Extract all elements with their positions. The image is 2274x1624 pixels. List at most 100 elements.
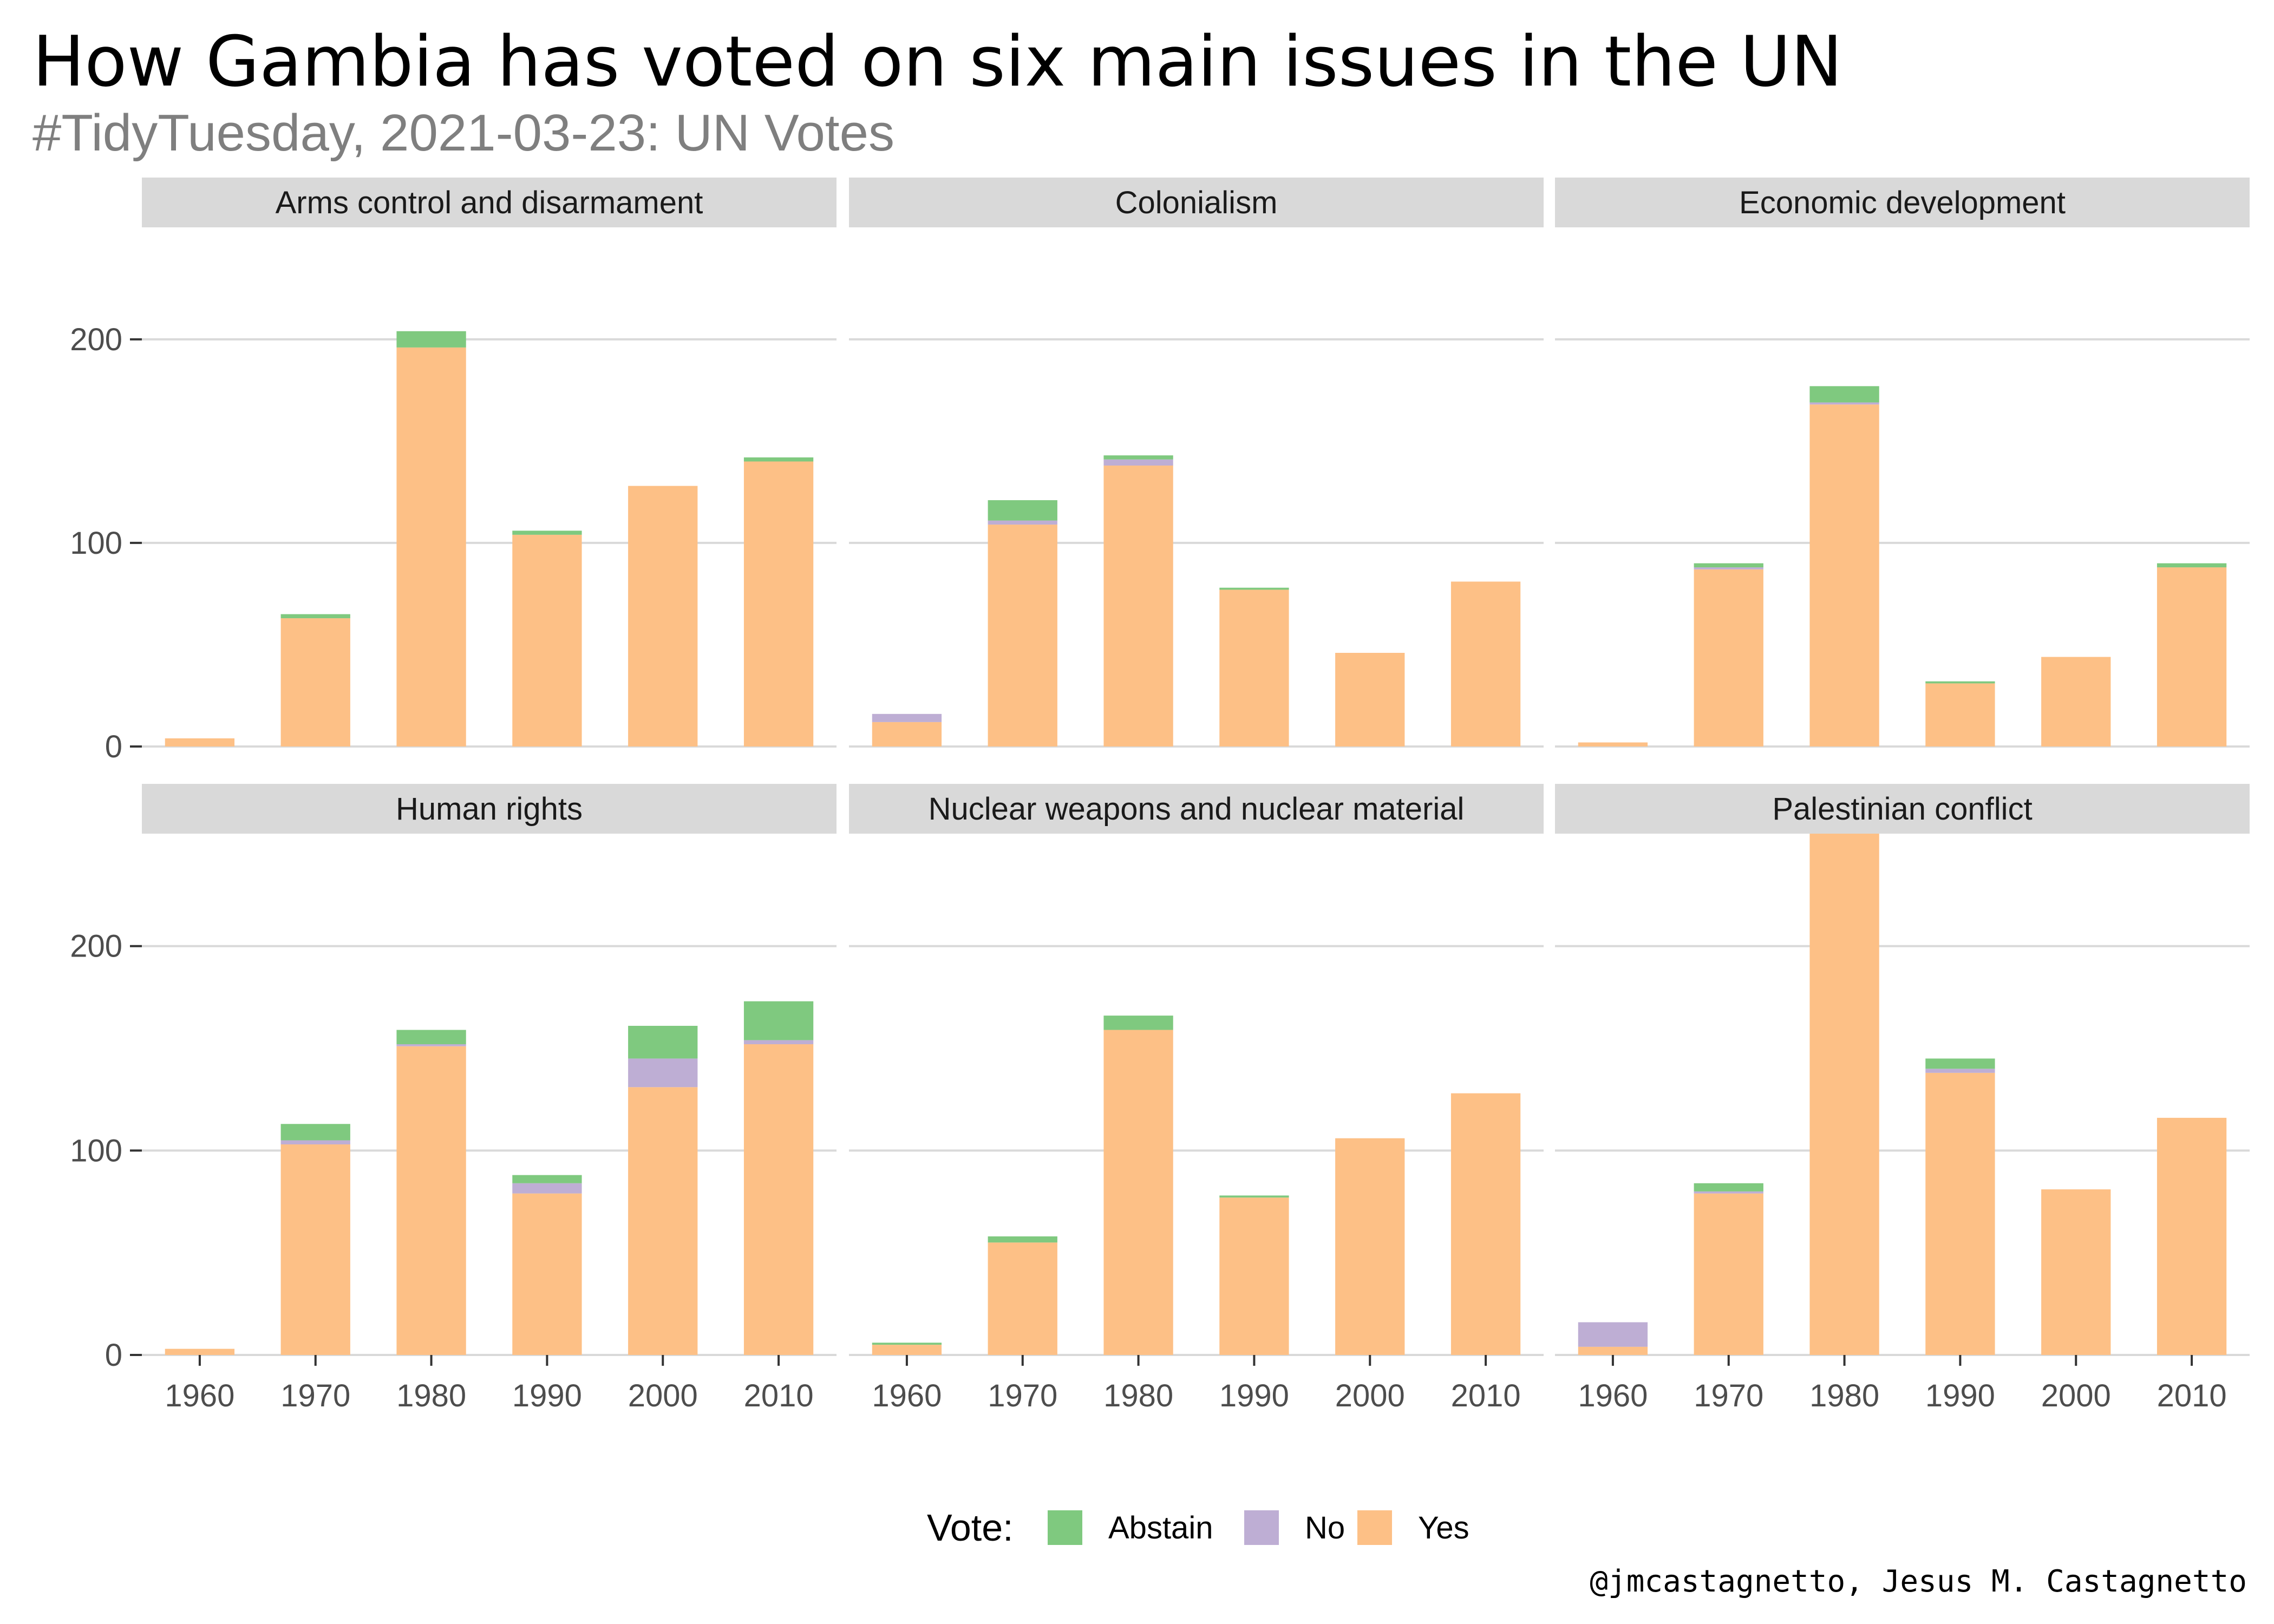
bar-abstain-1990 bbox=[512, 531, 582, 535]
x-tick-label: 1970 bbox=[280, 1378, 350, 1413]
x-tick-label: 2010 bbox=[2157, 1378, 2227, 1413]
bar-abstain-1990 bbox=[1925, 681, 1995, 684]
x-tick-label: 2000 bbox=[2041, 1378, 2111, 1413]
bar-yes-2000 bbox=[2041, 657, 2111, 746]
bar-yes-1960 bbox=[872, 1345, 942, 1355]
bar-yes-1980 bbox=[1809, 404, 1879, 746]
panel-palestinian-conflict: Palestinian conflict 1960 1970 1980 1990 2000… bbox=[1555, 784, 2250, 1413]
y-tick-label: 0 bbox=[105, 1338, 122, 1373]
x-tick-label: 2010 bbox=[744, 1378, 814, 1413]
bar-yes-2010 bbox=[2157, 567, 2227, 746]
x-tick-label: 1980 bbox=[1809, 1378, 1879, 1413]
bar-yes-1980 bbox=[1103, 1030, 1173, 1355]
facet-panels: Arms control and disarmament 0 100 200 Colon… bbox=[70, 178, 2250, 1413]
bar-yes-2000 bbox=[1335, 653, 1405, 746]
x-tick-label: 1970 bbox=[1694, 1378, 1763, 1413]
bar-yes-1960 bbox=[165, 1348, 235, 1355]
bar-yes-1980 bbox=[1103, 466, 1173, 746]
x-tick-label: 1960 bbox=[872, 1378, 942, 1413]
bar-no-2000 bbox=[628, 1058, 698, 1088]
facet-strip bbox=[1555, 784, 2250, 834]
x-tick-label: 1990 bbox=[1219, 1378, 1289, 1413]
bar-yes-1990 bbox=[1925, 1072, 1995, 1355]
bar-abstain-1980 bbox=[396, 331, 466, 348]
bar-yes-2000 bbox=[1335, 1138, 1405, 1355]
facet-strip bbox=[849, 784, 1544, 834]
bar-no-1980 bbox=[396, 1044, 466, 1046]
bar-yes-1970 bbox=[988, 1242, 1057, 1355]
legend-label: Abstain bbox=[1108, 1510, 1213, 1546]
bar-yes-1990 bbox=[1219, 1197, 1289, 1355]
bar-abstain-1970 bbox=[1694, 1183, 1763, 1191]
legend-key bbox=[1357, 1510, 1392, 1545]
bar-abstain-2010 bbox=[743, 1001, 814, 1040]
chart-subtitle: #TidyTuesday, 2021-03-23: UN Votes bbox=[32, 104, 894, 162]
bar-yes-1970 bbox=[988, 525, 1057, 746]
bar-yes-2010 bbox=[1450, 581, 1521, 746]
bar-no-1970 bbox=[1694, 567, 1763, 569]
bar-abstain-1970 bbox=[1694, 563, 1763, 568]
facet-strip-label: Human rights bbox=[396, 791, 583, 827]
bar-yes-1970 bbox=[280, 618, 350, 746]
bar-yes-1980 bbox=[396, 347, 466, 746]
x-tick-label: 2010 bbox=[1451, 1378, 1521, 1413]
caption: @jmcastagnetto, Jesus M. Castagnetto bbox=[1590, 1564, 2247, 1599]
bar-yes-2010 bbox=[2157, 1117, 2227, 1355]
bar-no-1990 bbox=[512, 1183, 582, 1194]
bar-abstain-1980 bbox=[1103, 1016, 1173, 1030]
facet-strip bbox=[142, 784, 837, 834]
bar-abstain-1980 bbox=[396, 1030, 466, 1044]
bar-yes-1970 bbox=[1694, 569, 1763, 746]
x-tick-label: 1960 bbox=[1578, 1378, 1648, 1413]
y-tick-label: 0 bbox=[105, 729, 122, 764]
bar-yes-2000 bbox=[2041, 1189, 2111, 1355]
bar-abstain-1990 bbox=[1925, 1058, 1995, 1069]
bar-abstain-1960 bbox=[872, 1343, 942, 1345]
y-tick-label: 100 bbox=[70, 526, 122, 561]
bar-abstain-1990 bbox=[512, 1175, 582, 1183]
bar-yes-1970 bbox=[1694, 1193, 1763, 1355]
legend-item-yes: Yes bbox=[1357, 1510, 1469, 1546]
x-tick-label: 1990 bbox=[512, 1378, 582, 1413]
bar-no-1980 bbox=[1809, 402, 1879, 405]
x-tick-label: 1970 bbox=[988, 1378, 1057, 1413]
bar-abstain-1970 bbox=[280, 614, 350, 619]
legend: Vote: Abstain No Yes bbox=[927, 1507, 1469, 1549]
y-tick-label: 100 bbox=[70, 1133, 122, 1168]
bar-abstain-1990 bbox=[1219, 1195, 1289, 1198]
bar-no-1970 bbox=[1694, 1191, 1763, 1194]
bar-no-1970 bbox=[988, 520, 1057, 525]
bar-yes-1990 bbox=[512, 534, 582, 746]
bar-no-1980 bbox=[1103, 459, 1173, 466]
legend-item-no: No bbox=[1244, 1510, 1345, 1546]
bar-abstain-1970 bbox=[280, 1124, 350, 1141]
bar-yes-2000 bbox=[628, 486, 698, 746]
legend-label: Yes bbox=[1418, 1510, 1469, 1546]
facet-strip bbox=[142, 178, 837, 227]
facet-strip-label: Economic development bbox=[1739, 185, 2066, 220]
bar-abstain-1970 bbox=[988, 1236, 1057, 1243]
facet-strip bbox=[849, 178, 1544, 227]
bar-yes-1960 bbox=[1578, 1346, 1648, 1355]
facet-strip-label: Palestinian conflict bbox=[1772, 791, 2032, 827]
facet-strip bbox=[1555, 178, 2250, 227]
bar-abstain-1980 bbox=[1809, 386, 1879, 403]
x-tick-label: 1980 bbox=[1103, 1378, 1173, 1413]
bar-yes-1990 bbox=[512, 1193, 582, 1355]
bar-yes-2010 bbox=[743, 461, 814, 746]
bar-yes-1970 bbox=[280, 1144, 350, 1355]
bar-yes-1990 bbox=[1925, 683, 1995, 746]
facet-strip-label: Arms control and disarmament bbox=[276, 185, 703, 220]
bar-abstain-1990 bbox=[1219, 587, 1289, 590]
bar-abstain-2010 bbox=[2157, 563, 2227, 568]
panel-economic-development: Economic development bbox=[1555, 178, 2250, 748]
bar-yes-1960 bbox=[872, 722, 942, 746]
panel-arms-control-and-disarmament: Arms control and disarmament 0 100 200 bbox=[70, 178, 837, 764]
bar-no-2010 bbox=[743, 1040, 814, 1044]
bar-yes-1980 bbox=[396, 1046, 466, 1355]
x-tick-label: 1980 bbox=[396, 1378, 466, 1413]
x-tick-label: 2000 bbox=[628, 1378, 698, 1413]
legend-label: No bbox=[1305, 1510, 1345, 1546]
x-tick-label: 1990 bbox=[1925, 1378, 1995, 1413]
